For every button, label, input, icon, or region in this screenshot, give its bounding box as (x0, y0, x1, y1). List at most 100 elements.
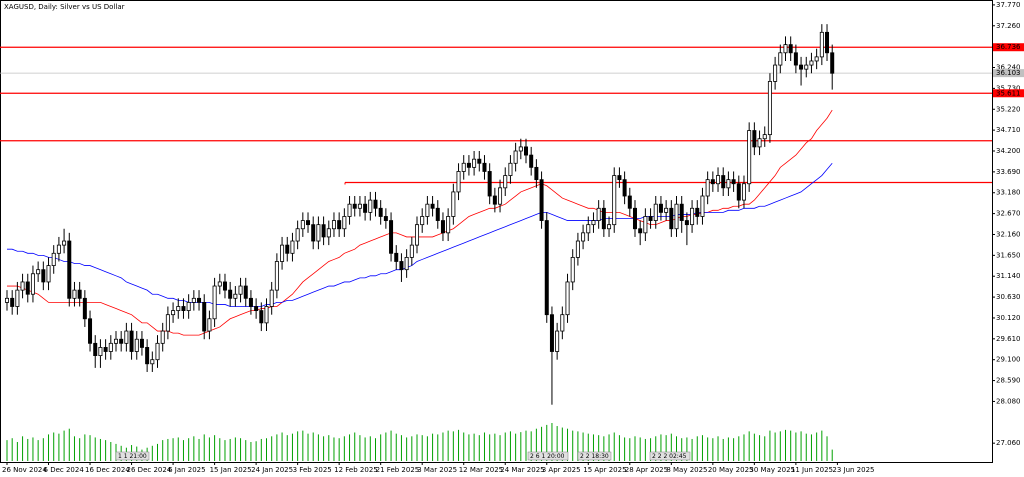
candle-body (607, 224, 612, 230)
candle-body (627, 195, 632, 209)
y-tick-label: 34.200 (996, 147, 1021, 155)
plot-frame (0, 0, 993, 463)
candle-body (570, 256, 575, 283)
candle-body (145, 347, 150, 365)
annotation-box (527, 451, 569, 461)
candle-body (352, 203, 357, 209)
y-tick-label: 37.260 (996, 22, 1021, 30)
candle-body (342, 216, 347, 230)
main-layer (5, 24, 835, 405)
moving-average (7, 163, 833, 307)
level-label: 35.611 (996, 89, 1021, 97)
candle-body (202, 302, 207, 332)
candle-body (160, 330, 165, 344)
y-tick-label: 36.240 (996, 64, 1021, 72)
candle-body (243, 285, 248, 299)
candle-body (581, 232, 586, 242)
x-tick-label: 24 Mar 2025 (500, 466, 544, 474)
candle-body (389, 220, 394, 254)
candle-body (503, 175, 508, 189)
x-tick-label: 20 May 2025 (708, 466, 754, 474)
candle-body (747, 130, 752, 185)
candle-body (472, 158, 477, 168)
candle-body (524, 146, 529, 156)
y-tick-label: 29.610 (996, 335, 1021, 343)
candle-body (51, 252, 56, 266)
candle-body (300, 220, 305, 230)
candle-body (378, 207, 383, 217)
candle-body (134, 338, 139, 352)
candle-body (139, 338, 144, 348)
candle-body (88, 318, 93, 344)
candle-body (741, 183, 746, 201)
candle-body (197, 297, 202, 303)
candle-body (549, 314, 554, 352)
candle-body (684, 220, 689, 226)
candle-body (477, 158, 482, 164)
candle-body (212, 285, 217, 320)
y-tick-label: 34.710 (996, 126, 1021, 134)
candle-body (565, 281, 570, 316)
candle-body (575, 240, 580, 258)
x-tick-label: 11 Jun 2025 (791, 466, 833, 474)
y-tick-label: 32.670 (996, 210, 1021, 218)
candle-body (529, 154, 534, 168)
last-price-box (993, 69, 1024, 78)
x-tick-label: 16 Dec 2024 (85, 466, 130, 474)
candle-body (736, 183, 741, 201)
candle-body (440, 220, 445, 234)
candle-body (337, 220, 342, 230)
candle-body (690, 207, 695, 226)
candle-body (41, 269, 46, 283)
candle-body (799, 64, 804, 70)
candle-body (207, 318, 212, 332)
candle-body (404, 256, 409, 271)
x-tick-label: 3 Apr 2025 (542, 466, 581, 474)
x-tick-label: 6 Jan 2025 (168, 466, 206, 474)
candle-body (721, 175, 726, 189)
candle-body (451, 191, 456, 217)
candle-body (238, 285, 243, 295)
candle-body (674, 203, 679, 230)
x-tick-label: 21 Feb 2025 (376, 466, 420, 474)
candle-body (67, 240, 72, 299)
candle-body (124, 330, 129, 344)
candle-body (165, 314, 170, 332)
candle-body (93, 342, 98, 357)
candle-body (788, 44, 793, 54)
candle-body (492, 195, 497, 205)
candle-body (793, 52, 798, 66)
candle-body (155, 342, 160, 361)
x-tick-label: 15 Apr 2025 (583, 466, 626, 474)
candle-body (316, 224, 321, 242)
candle-body (311, 224, 316, 242)
candle-body (399, 261, 404, 271)
y-tick-label: 27.060 (996, 439, 1021, 447)
candle-body (113, 338, 118, 344)
candle-body (363, 203, 368, 213)
candle-body (513, 150, 518, 164)
x-tick-label: 3 Mar 2025 (417, 466, 457, 474)
candle-body (601, 207, 606, 230)
candle-body (710, 179, 715, 185)
candle-body (10, 297, 15, 307)
candle-body (228, 289, 233, 299)
candle-body (767, 81, 772, 136)
y-tick-label: 31.650 (996, 251, 1021, 259)
annotation-group: 1 1 21:00 2 6 1 20:00 2 2 18:30 2 2 2 02… (115, 451, 691, 461)
candle-body (119, 338, 124, 344)
candle-body (435, 207, 440, 221)
candle-body (46, 265, 51, 283)
x-tick-label: 12 Feb 2025 (334, 466, 378, 474)
candle-body (176, 306, 181, 311)
y-tick-label: 35.730 (996, 84, 1021, 92)
candle-body (368, 199, 373, 213)
x-tick-label: 3 Feb 2025 (293, 466, 332, 474)
candle-body (695, 207, 700, 217)
candle-body (233, 293, 238, 299)
x-tick-label: 26 Nov 2024 (2, 466, 47, 474)
candle-body (539, 179, 544, 221)
candle-body (508, 162, 513, 176)
candle-body (394, 252, 399, 262)
candle-body (638, 228, 643, 234)
